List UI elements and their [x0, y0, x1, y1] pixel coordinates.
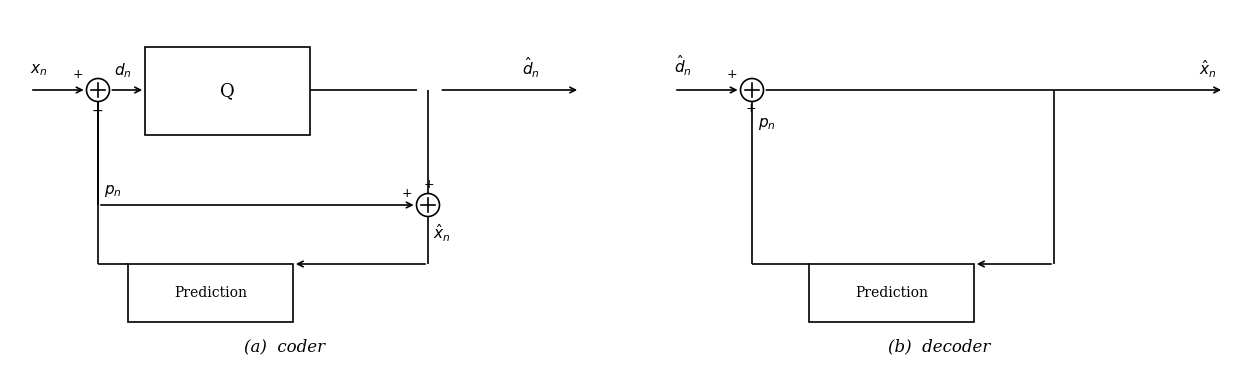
Circle shape — [87, 78, 109, 102]
Text: Prediction: Prediction — [855, 286, 928, 300]
Circle shape — [416, 194, 439, 216]
Text: $-$: $-$ — [92, 102, 103, 117]
Text: $+$: $+$ — [424, 178, 435, 192]
Text: $\hat{x}_n$: $\hat{x}_n$ — [1199, 58, 1216, 80]
Text: $\hat{x}_n$: $\hat{x}_n$ — [433, 222, 450, 244]
Text: $+$: $+$ — [726, 68, 737, 81]
Text: (b)  decoder: (b) decoder — [888, 338, 991, 355]
Text: Q: Q — [221, 82, 234, 100]
Text: (a)  coder: (a) coder — [245, 338, 326, 355]
Bar — [809, 264, 974, 322]
Text: $+$: $+$ — [401, 187, 413, 200]
Text: $\hat{d}_n$: $\hat{d}_n$ — [673, 53, 692, 78]
Text: $d_n$: $d_n$ — [114, 61, 132, 80]
Text: $p_n$: $p_n$ — [757, 116, 776, 132]
Text: $p_n$: $p_n$ — [104, 183, 122, 199]
Bar — [145, 47, 310, 135]
Text: $\hat{d}_n$: $\hat{d}_n$ — [522, 56, 540, 80]
Text: $+$: $+$ — [745, 102, 756, 116]
Circle shape — [741, 78, 764, 102]
Text: $x_n$: $x_n$ — [30, 62, 48, 78]
Text: Prediction: Prediction — [174, 286, 247, 300]
Text: $+$: $+$ — [73, 68, 84, 81]
Bar — [128, 264, 293, 322]
